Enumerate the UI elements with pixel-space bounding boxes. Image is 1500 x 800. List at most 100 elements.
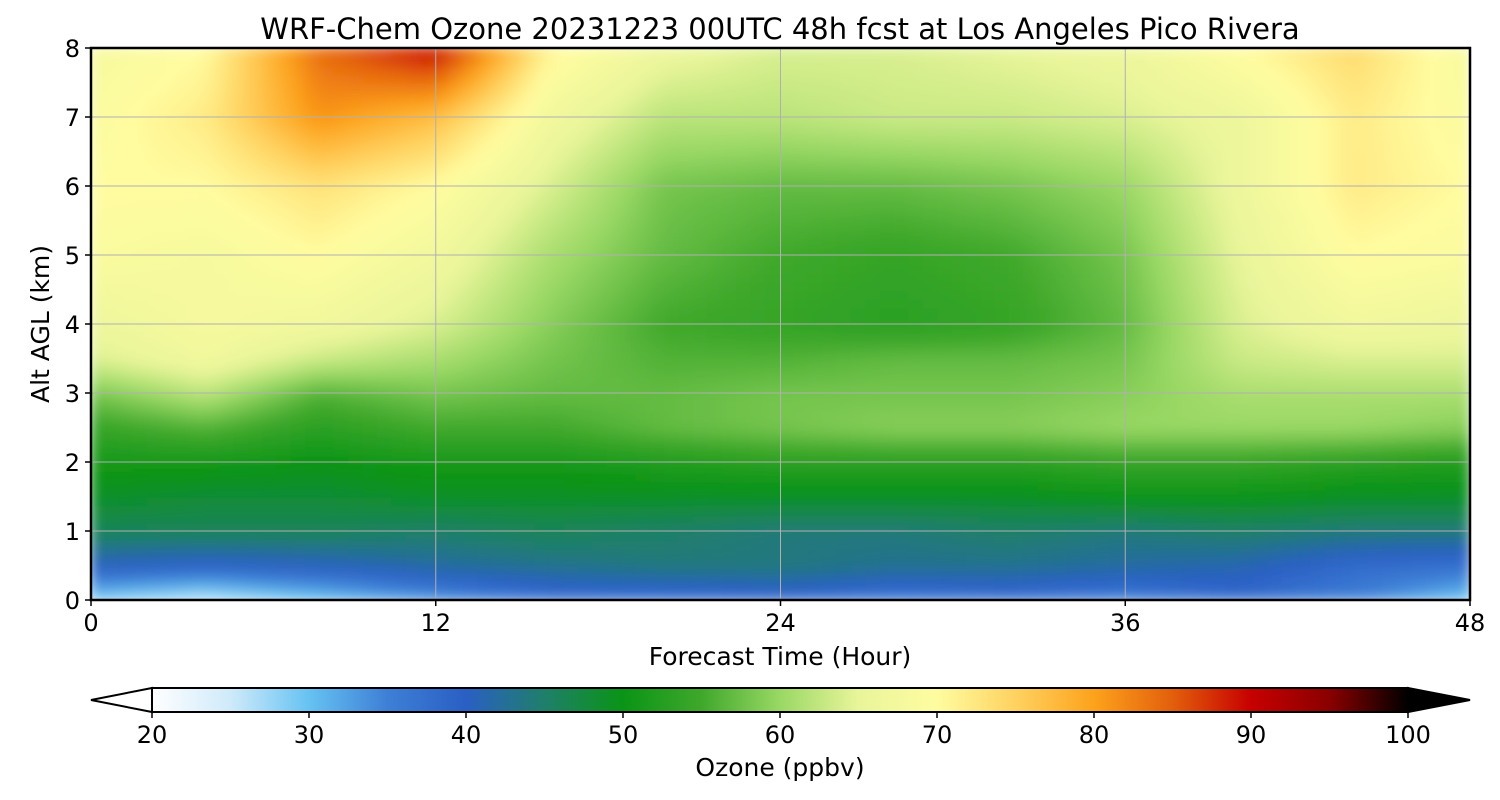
- heatmap-cell: [937, 382, 955, 395]
- heatmap-cell: [721, 193, 739, 205]
- heatmap-cell: [1224, 460, 1242, 473]
- heatmap-cell: [678, 469, 696, 481]
- heatmap-cell: [764, 520, 782, 533]
- heatmap-cell: [419, 331, 438, 343]
- heatmap-cell: [247, 451, 265, 464]
- heatmap-cell: [304, 184, 323, 197]
- heatmap-cell: [793, 417, 811, 429]
- heatmap-cell: [779, 391, 797, 404]
- heatmap-cell: [520, 175, 538, 188]
- heatmap-cell: [319, 193, 337, 205]
- heatmap-cell: [735, 158, 754, 171]
- heatmap-cell: [1095, 210, 1113, 222]
- heatmap-cell: [1339, 434, 1357, 447]
- heatmap-cell: [91, 434, 107, 447]
- heatmap-cell: [1037, 443, 1055, 455]
- heatmap-cell: [1367, 175, 1386, 188]
- heatmap-cell: [735, 503, 754, 516]
- heatmap-cell: [1166, 193, 1185, 205]
- heatmap-cell: [1008, 313, 1027, 326]
- heatmap-cell: [1411, 184, 1429, 197]
- heatmap-cell: [692, 262, 711, 274]
- heatmap-cell: [132, 469, 150, 481]
- heatmap-cell: [563, 150, 581, 162]
- heatmap-cell: [1454, 322, 1470, 335]
- heatmap-cell: [175, 400, 194, 412]
- heatmap-cell: [865, 529, 883, 542]
- heatmap-cell: [103, 262, 122, 274]
- heatmap-cell: [362, 339, 380, 352]
- heatmap-cell: [592, 400, 610, 412]
- heatmap-cell: [348, 296, 366, 309]
- heatmap-cell: [1396, 193, 1415, 205]
- heatmap-cell: [1095, 158, 1113, 171]
- heatmap-cell: [1310, 529, 1328, 542]
- heatmap-cell: [994, 391, 1012, 404]
- heatmap-cell: [362, 357, 380, 369]
- heatmap-cell: [491, 193, 510, 205]
- heatmap-cell: [1080, 210, 1099, 222]
- heatmap-cell: [1095, 322, 1113, 335]
- heatmap-cell: [520, 391, 538, 404]
- heatmap-cell: [893, 322, 912, 335]
- heatmap-cell: [419, 150, 438, 162]
- heatmap-cell: [1008, 486, 1027, 498]
- heatmap-cell: [362, 486, 380, 498]
- heatmap-cell: [764, 219, 782, 231]
- heatmap-cell: [261, 434, 280, 447]
- heatmap-cell: [520, 564, 538, 576]
- heatmap-cell: [319, 253, 337, 266]
- heatmap-cell: [233, 374, 251, 386]
- heatmap-cell: [807, 288, 826, 300]
- heatmap-cell: [937, 184, 955, 197]
- heatmap-cell: [1253, 270, 1271, 283]
- heatmap-cell: [549, 158, 567, 171]
- heatmap-cell: [1138, 400, 1156, 412]
- heatmap-cell: [1324, 348, 1343, 360]
- heatmap-cell: [764, 503, 782, 516]
- heatmap-cell: [865, 262, 883, 274]
- heatmap-cell: [477, 262, 495, 274]
- heatmap-cell: [405, 158, 423, 171]
- heatmap-cell: [376, 227, 395, 240]
- heatmap-cell: [1152, 279, 1170, 291]
- heatmap-cell: [233, 270, 251, 283]
- heatmap-cell: [549, 296, 567, 309]
- heatmap-cell: [577, 495, 596, 507]
- heatmap-cell: [1152, 184, 1170, 197]
- heatmap-cell: [204, 150, 222, 162]
- heatmap-cell: [1181, 175, 1199, 188]
- heatmap-cell: [649, 581, 668, 593]
- heatmap-cell: [577, 391, 596, 404]
- heatmap-cell: [937, 365, 955, 378]
- heatmap-cell: [764, 184, 782, 197]
- heatmap-cell: [161, 227, 179, 240]
- heatmap-cell: [822, 555, 840, 567]
- heatmap-cell: [577, 581, 596, 593]
- heatmap-cell: [477, 434, 495, 447]
- heatmap-cell: [118, 581, 136, 593]
- heatmap-cell: [721, 331, 739, 343]
- heatmap-cell: [477, 322, 495, 335]
- heatmap-cell: [1439, 426, 1458, 438]
- heatmap-cell: [161, 520, 179, 533]
- heatmap-cell: [678, 193, 696, 205]
- heatmap-cell: [1253, 296, 1271, 309]
- heatmap-cell: [319, 305, 337, 317]
- heatmap-cell: [1324, 244, 1343, 257]
- heatmap-cell: [448, 244, 466, 257]
- heatmap-cell: [146, 503, 165, 516]
- heatmap-cell: [276, 279, 294, 291]
- heatmap-cell: [1382, 253, 1400, 266]
- heatmap-cell: [1123, 296, 1142, 309]
- heatmap-cell: [606, 374, 624, 386]
- heatmap-cell: [735, 417, 754, 429]
- heatmap-cell: [506, 296, 524, 309]
- heatmap-cell: [434, 400, 452, 412]
- heatmap-cell: [391, 538, 409, 550]
- heatmap-cell: [204, 227, 222, 240]
- heatmap-cell: [577, 279, 596, 291]
- heatmap-cell: [822, 408, 840, 421]
- heatmap-cell: [937, 572, 955, 585]
- heatmap-cell: [577, 443, 596, 455]
